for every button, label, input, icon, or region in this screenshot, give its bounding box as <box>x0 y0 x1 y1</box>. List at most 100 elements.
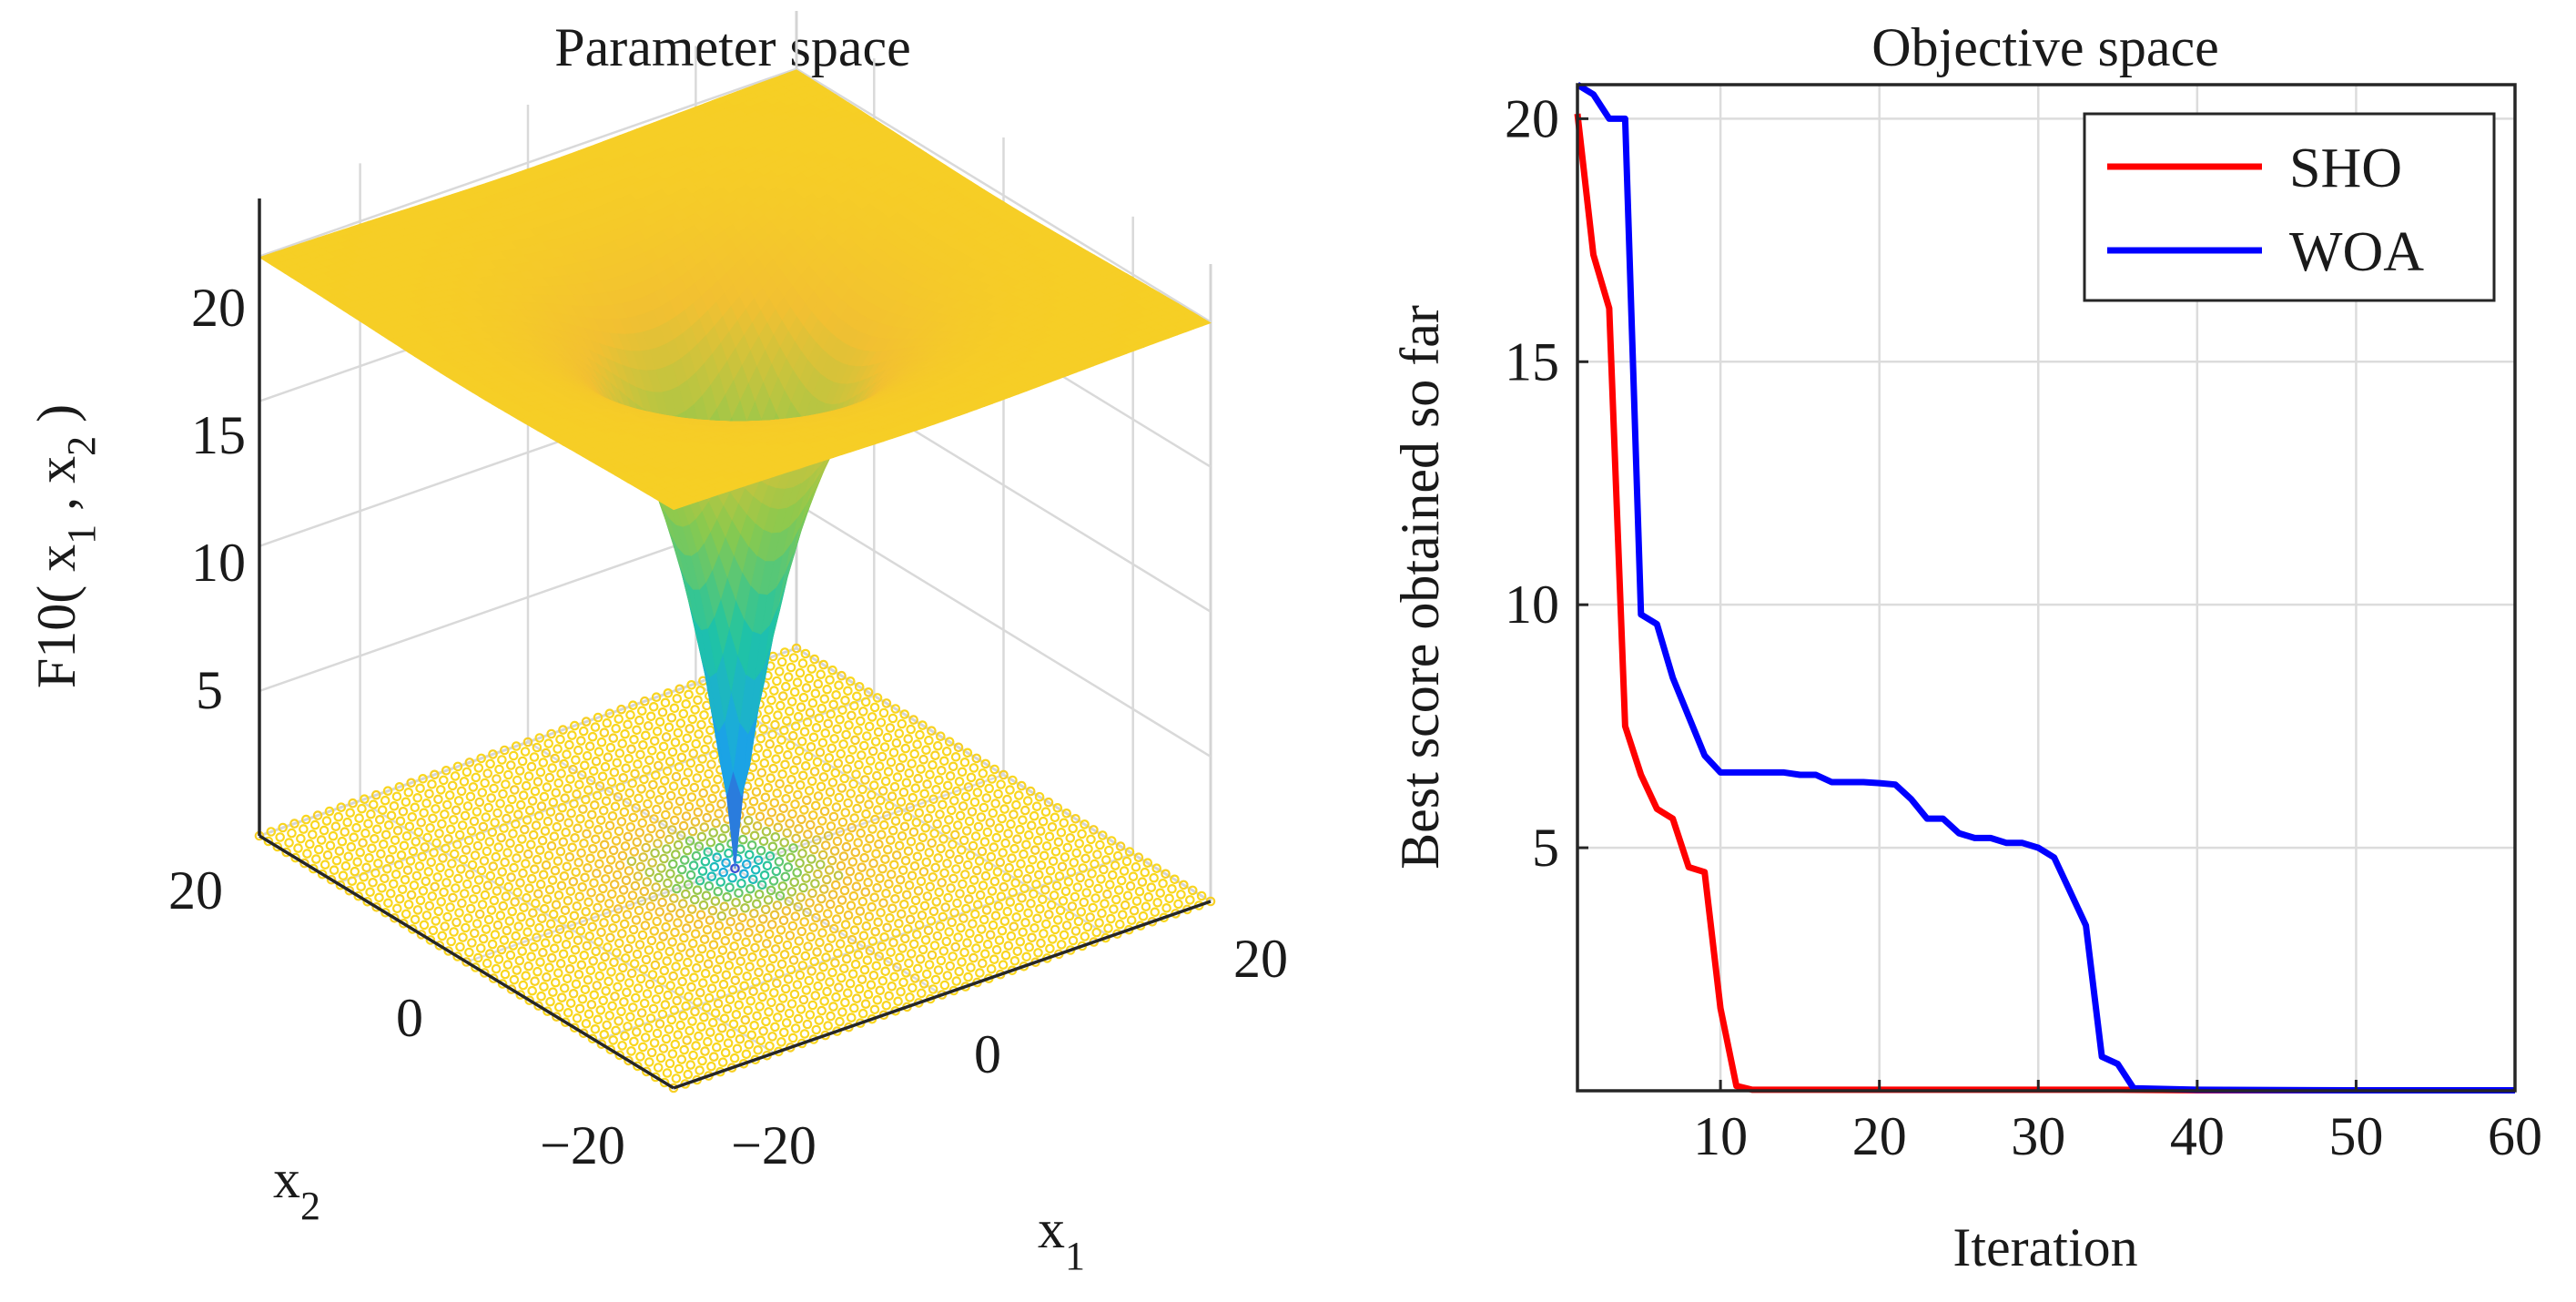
contour-dot <box>867 824 877 834</box>
contour-dot <box>487 827 498 838</box>
contour-dot <box>307 829 318 839</box>
contour-dot <box>434 941 445 951</box>
contour-dot <box>930 974 941 985</box>
contour-dot <box>710 896 721 906</box>
contour-dot <box>615 972 625 982</box>
contour-dot <box>581 906 591 917</box>
contour-dot <box>739 981 749 992</box>
contour-dot <box>752 1011 762 1022</box>
contour-dot <box>587 731 598 742</box>
contour-dot <box>782 828 792 839</box>
contour-dot <box>779 950 790 960</box>
contour-dot <box>709 861 720 872</box>
contour-dot <box>892 962 902 972</box>
contour-dot <box>799 805 809 815</box>
contour-dot <box>867 789 877 800</box>
contour-dot <box>837 817 848 828</box>
contour-dot <box>867 901 877 912</box>
contour-dot <box>407 811 418 822</box>
contour-dot <box>927 726 937 736</box>
contour-dot <box>563 895 573 906</box>
contour-dot <box>783 749 793 760</box>
contour-dot <box>856 828 866 839</box>
contour-dot <box>599 727 610 737</box>
contour-dot <box>465 791 476 802</box>
contour-dot <box>385 888 396 899</box>
contour-dot <box>380 907 390 918</box>
contour-dot <box>373 858 383 869</box>
contour-dot <box>514 766 525 776</box>
contour-dot <box>593 824 603 835</box>
contour-dot <box>626 1046 636 1056</box>
contour-dot <box>800 760 811 771</box>
contour-dot <box>498 788 508 799</box>
contour-dot <box>337 836 348 847</box>
contour-dot <box>1093 883 1103 894</box>
contour-dot <box>773 822 784 833</box>
contour-dot <box>907 870 918 881</box>
contour-dot <box>511 931 521 941</box>
contour-dot <box>946 883 956 893</box>
contour-dot <box>623 831 634 842</box>
contour-dot <box>666 712 677 723</box>
contour-dot <box>507 794 517 805</box>
contour-dot <box>494 764 504 775</box>
contour-dot <box>611 1025 621 1036</box>
contour-dot <box>758 836 769 847</box>
contour-dot <box>845 754 855 765</box>
contour-dot <box>549 943 560 953</box>
contour-dot <box>694 1031 704 1042</box>
contour-dot <box>566 920 577 931</box>
contour-dot <box>448 892 458 903</box>
contour-dot <box>444 790 455 800</box>
contour-dot <box>995 857 1006 868</box>
contour-dot <box>864 721 875 732</box>
contour-dot <box>497 867 507 877</box>
contour-dot <box>799 917 809 927</box>
contour-dot <box>1119 866 1130 876</box>
contour-dot <box>640 730 651 741</box>
contour-dot <box>451 805 461 816</box>
contour-dot <box>939 868 949 879</box>
contour-dot <box>788 955 799 965</box>
contour-dot <box>1072 882 1083 892</box>
contour-dot <box>538 870 549 880</box>
contour-dot <box>1173 899 1183 910</box>
contour-dot <box>689 972 699 982</box>
contour-dot <box>685 870 696 880</box>
contour-dot <box>658 1043 669 1053</box>
contour-dot <box>827 855 837 866</box>
contour-dot <box>562 861 573 872</box>
contour-dot <box>650 1072 661 1083</box>
contour-dot <box>630 880 641 891</box>
contour-dot <box>725 994 735 1005</box>
contour-dot <box>494 876 505 887</box>
contour-dot <box>800 839 810 849</box>
contour-dot <box>645 789 655 799</box>
contour-dot <box>605 742 616 753</box>
contour-dot <box>848 778 858 789</box>
contour-dot <box>684 913 695 924</box>
contour-dot <box>711 818 721 829</box>
contour-dot <box>900 855 911 866</box>
contour-dot <box>822 909 833 919</box>
contour-dot <box>976 812 987 822</box>
contour-dot <box>533 810 544 821</box>
contour-dot <box>655 941 666 951</box>
contour-dot <box>564 739 574 750</box>
contour-dot <box>1048 856 1059 867</box>
contour-dot <box>1140 867 1151 878</box>
contour-dot <box>1045 943 1055 954</box>
contour-dot <box>721 858 731 868</box>
contour-dot <box>491 851 502 862</box>
contour-dot <box>612 948 622 958</box>
contour-dot <box>719 1013 730 1023</box>
contour-dot <box>756 1035 766 1046</box>
contour-dot <box>686 982 696 992</box>
contour-dot <box>821 952 831 962</box>
contour-dot <box>631 803 641 813</box>
contour-dot <box>693 807 704 818</box>
contour-dot <box>674 874 685 884</box>
contour-dot <box>603 899 614 909</box>
contour-dot <box>368 877 378 888</box>
